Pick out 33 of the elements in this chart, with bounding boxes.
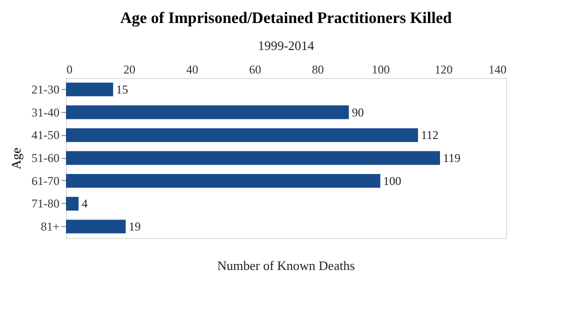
y-tick-label: 21-30: [32, 82, 60, 96]
bar: [66, 174, 380, 188]
bar: [66, 196, 79, 211]
x-tick-label: 20: [123, 62, 136, 76]
bar: [66, 151, 440, 165]
bar: [66, 128, 418, 142]
x-tick-label: 120: [434, 62, 453, 76]
chart-title: Age of Imprisoned/Detained Practitioners Killed: [120, 10, 452, 27]
y-tick-label: 71-80: [32, 196, 60, 211]
chart-subtitle: 1999-2014: [258, 38, 315, 53]
x-axis-title: Number of Known Deaths: [217, 258, 355, 273]
bar: [66, 220, 126, 234]
data-label: 90: [352, 105, 364, 120]
y-tick-label: 81+: [40, 220, 60, 234]
bar: [66, 82, 114, 96]
y-tick-label: 61-70: [32, 174, 60, 188]
x-tick-label: 100: [372, 62, 390, 76]
data-label: 112: [421, 128, 439, 142]
data-label: 19: [128, 220, 141, 234]
data-label: 4: [82, 196, 88, 211]
y-axis-title: Age: [8, 147, 24, 170]
y-tick-label: 41-50: [32, 128, 60, 142]
x-tick-label: 60: [249, 62, 262, 76]
data-label: 100: [383, 174, 402, 188]
x-tick-label: 0: [66, 62, 72, 76]
bar: [66, 105, 349, 120]
x-tick-label: 40: [186, 62, 198, 76]
x-tick-label: 80: [312, 62, 324, 76]
data-label: 15: [116, 82, 128, 96]
data-label: 119: [443, 151, 461, 165]
x-tick-label: 140: [488, 62, 506, 76]
y-tick-label: 31-40: [32, 105, 60, 120]
y-tick-label: 51-60: [32, 151, 60, 165]
